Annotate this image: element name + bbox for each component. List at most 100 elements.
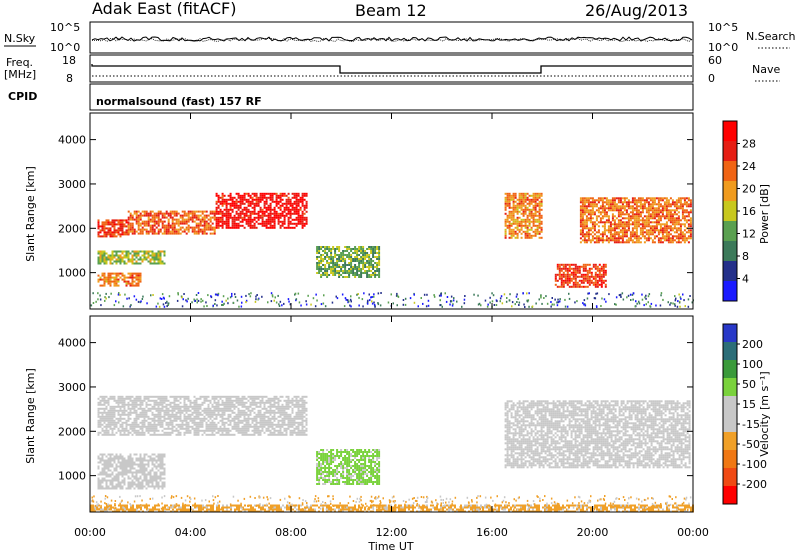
echo-cell [336, 266, 339, 268]
echo-cell [185, 403, 188, 406]
echo-cell [101, 397, 104, 400]
echo-cell [504, 220, 507, 223]
echo-cell [255, 423, 258, 426]
echo-cell [293, 208, 296, 211]
echo-cell [177, 224, 180, 227]
echo-cell [209, 220, 212, 223]
echo-cell [141, 423, 144, 426]
echo-cell [534, 230, 537, 233]
echo-cell [607, 205, 610, 208]
echo-cell [579, 237, 582, 240]
echo-cell [514, 230, 517, 233]
echo-cell [362, 268, 365, 270]
echo-cell [528, 212, 531, 215]
echo-cell [229, 397, 232, 400]
echo-cell [139, 214, 142, 217]
echo-cell [225, 202, 228, 205]
echo-cell [122, 305, 125, 308]
echo-cell [243, 417, 246, 420]
echo-cell [185, 419, 188, 422]
echo-cell [685, 215, 688, 218]
echo-cell [617, 209, 620, 212]
echo-cell [199, 228, 202, 231]
echo-cell [159, 252, 162, 255]
echo-cell [685, 231, 688, 234]
echo-cell [631, 231, 634, 234]
echo-cell [179, 413, 182, 416]
echo-cell [570, 285, 573, 288]
echo-cell [689, 221, 692, 224]
echo-cell [219, 413, 222, 416]
echo-cell [514, 232, 517, 235]
echo-cell [193, 232, 196, 235]
echo-cell [187, 220, 190, 223]
echo-cell [439, 299, 441, 302]
echo-cell [677, 207, 680, 210]
echo-cell [163, 417, 166, 420]
echo-cell [621, 233, 624, 236]
echo-cell [631, 233, 634, 236]
echo-cell [514, 200, 517, 203]
echo-cell [687, 199, 690, 202]
echo-cell [243, 419, 246, 422]
echo-cell [147, 214, 150, 217]
echo-cell [195, 417, 198, 420]
echo-cell [623, 229, 626, 232]
echo-cell [247, 202, 250, 205]
echo-cell [221, 413, 224, 416]
echo-cell [675, 213, 678, 216]
echo-cell [366, 260, 369, 262]
echo-cell [643, 215, 646, 218]
echo-cell [99, 231, 102, 234]
echo-cell [540, 228, 543, 231]
echo-cell [253, 425, 256, 428]
echo-cell [649, 199, 652, 202]
echo-cell [197, 218, 200, 221]
echo-cell [151, 216, 154, 219]
echo-cell [137, 276, 140, 279]
echo-cell [237, 415, 240, 418]
echo-cell [131, 274, 134, 277]
echo-cell [143, 431, 146, 434]
echo-cell [197, 222, 200, 225]
echo-cell [602, 275, 605, 278]
echo-cell [508, 192, 511, 195]
echo-cell [627, 201, 630, 204]
echo-cell [661, 197, 664, 200]
echo-cell [532, 206, 535, 209]
echo-cell [617, 241, 620, 244]
echo-cell [342, 264, 345, 266]
echo-cell [125, 250, 128, 253]
echo-cell [273, 226, 276, 229]
echo-cell [155, 423, 158, 426]
echo-cell [135, 254, 138, 257]
echo-cell [377, 292, 380, 295]
echo-cell [101, 284, 104, 287]
echo-cell [191, 212, 194, 215]
echo-cell [362, 258, 365, 260]
echo-cell [621, 235, 624, 238]
echo-cell [366, 248, 369, 250]
echo-cell [269, 399, 272, 402]
echo-cell [167, 399, 170, 402]
echo-cell [133, 254, 136, 257]
echo-cell [653, 229, 656, 232]
echo-cell [129, 274, 132, 277]
echo-cell [653, 237, 656, 240]
echo-cell [241, 395, 244, 398]
echo-cell [229, 216, 232, 219]
echo-cell [157, 415, 160, 418]
echo-cell [181, 419, 184, 422]
echo-cell [249, 226, 252, 229]
echo-cell [97, 397, 100, 400]
echo-cell [587, 197, 590, 200]
echo-cell [633, 217, 636, 220]
echo-cell [540, 208, 543, 211]
echo-cell [263, 411, 266, 414]
colorbar-tick-label: 20 [742, 183, 756, 196]
echo-cell [241, 220, 244, 223]
echo-cell [340, 274, 343, 276]
echo-cell [269, 202, 272, 205]
echo-cell [265, 427, 268, 430]
echo-cell [534, 212, 537, 215]
